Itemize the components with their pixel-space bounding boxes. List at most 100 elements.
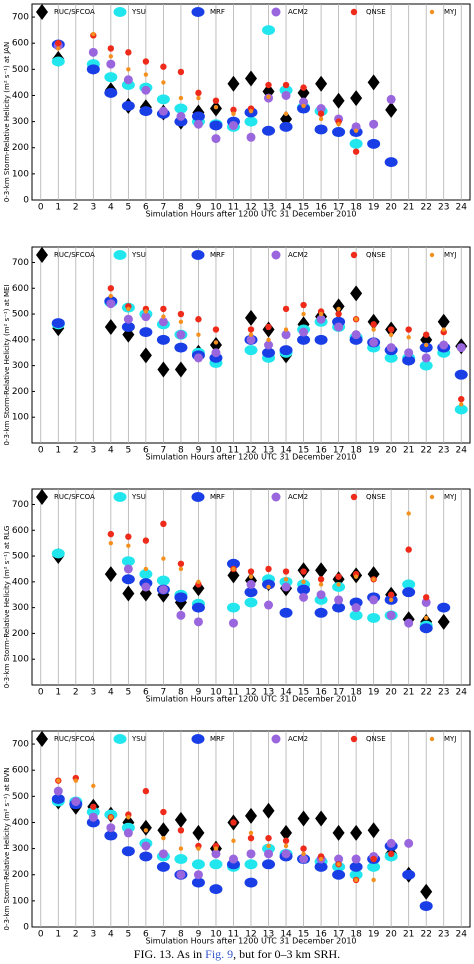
x-tick-label: 8 (178, 203, 184, 213)
x-tick-label: 6 (143, 930, 149, 940)
legend-label: YSU (131, 735, 146, 743)
point (402, 579, 416, 590)
point (211, 134, 221, 144)
diamond-marker (350, 90, 363, 107)
point (317, 110, 325, 117)
point (139, 327, 153, 338)
caption-link[interactable]: Fig. 9 (205, 947, 233, 961)
point (51, 793, 65, 804)
point (423, 331, 430, 338)
x-tick-label: 0 (38, 446, 44, 456)
legend-label: MYJ (444, 251, 456, 259)
point (193, 119, 203, 129)
point (283, 843, 289, 849)
legend-label: YSU (131, 8, 146, 16)
point (247, 834, 255, 842)
legend-label: MYJ (444, 493, 456, 501)
point (402, 355, 416, 366)
x-tick-label: 15 (298, 930, 309, 940)
x-tick-label: 14 (280, 930, 292, 940)
point (176, 870, 186, 880)
legend-marker (36, 247, 48, 263)
point (104, 72, 118, 83)
legend-marker (271, 7, 281, 17)
y-tick-label: 400 (12, 577, 29, 587)
x-tick-label: 7 (161, 688, 167, 698)
point (317, 576, 325, 583)
x-tick-label: 8 (178, 446, 184, 456)
point (106, 299, 116, 309)
y-tick-label: 500 (12, 792, 29, 802)
y-tick-label: 600 (12, 766, 29, 776)
point (265, 834, 272, 842)
diamond-marker (245, 807, 257, 824)
diamond-marker (297, 84, 310, 101)
point (212, 97, 220, 104)
point (351, 854, 361, 864)
x-tick-label: 4 (108, 203, 114, 213)
y-tick-label: 400 (12, 91, 29, 101)
point (196, 846, 201, 851)
legend-label: MRF (210, 493, 225, 501)
point (174, 103, 188, 114)
diamond-marker (437, 313, 450, 330)
x-tick-label: 18 (350, 446, 362, 456)
x-tick-label: 17 (333, 446, 344, 456)
point (160, 63, 167, 70)
point (248, 574, 254, 579)
diamond-marker (367, 822, 380, 839)
point (387, 591, 395, 598)
point (404, 838, 414, 848)
point (404, 348, 414, 358)
point (141, 312, 151, 322)
point (300, 845, 307, 852)
point (421, 597, 431, 607)
legend-marker (350, 493, 358, 501)
x-tick-label: 9 (196, 203, 202, 213)
point (423, 594, 430, 601)
point (336, 306, 341, 312)
legend-label: QNSE (366, 8, 386, 16)
point (349, 138, 363, 149)
diamond-marker (157, 822, 170, 839)
legend-label: QNSE (366, 493, 386, 501)
point (299, 327, 309, 337)
y-tick-label: 300 (12, 361, 29, 371)
point (174, 342, 188, 353)
point (402, 587, 416, 598)
diamond-marker (104, 566, 117, 583)
point (226, 602, 240, 613)
x-tick-label: 9 (196, 688, 202, 698)
diamond-marker (209, 337, 222, 353)
point (300, 301, 307, 309)
legend-marker (429, 9, 435, 15)
legend-marker (36, 731, 48, 747)
point (332, 602, 346, 613)
caption-text: As in (176, 947, 202, 961)
point (176, 610, 186, 620)
point (141, 582, 151, 592)
point (386, 838, 396, 848)
x-tick-label: 10 (210, 203, 222, 213)
point (176, 330, 186, 340)
diamond-marker (332, 92, 345, 109)
y-tick-label: 100 (12, 169, 29, 179)
legend-marker (191, 734, 205, 744)
x-tick-label: 14 (280, 446, 292, 456)
point (262, 579, 276, 590)
x-tick-label: 12 (245, 203, 256, 213)
x-tick-label: 19 (368, 203, 380, 213)
point (161, 314, 166, 319)
point (282, 837, 290, 844)
y-tick-label: 500 (12, 310, 29, 320)
point (314, 861, 328, 872)
point (104, 830, 118, 841)
point (244, 345, 258, 356)
point (209, 859, 223, 870)
point (266, 584, 271, 590)
point (282, 81, 290, 89)
x-tick-label: 19 (368, 930, 380, 940)
x-tick-label: 3 (90, 446, 96, 456)
x-tick-label: 5 (125, 446, 131, 456)
y-tick-label: 100 (12, 655, 29, 665)
